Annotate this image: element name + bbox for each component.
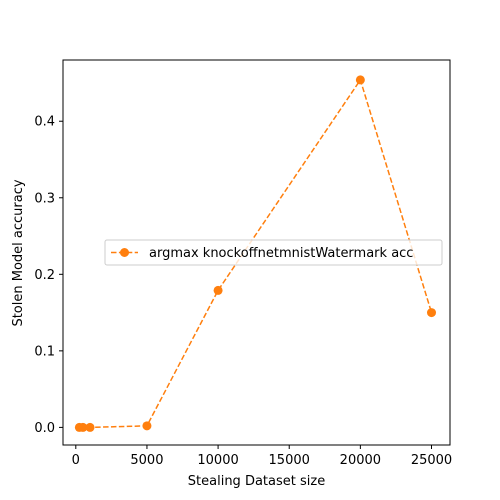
axes-layer: [62, 59, 451, 446]
y-axis-label: Stolen Model accuracy: [11, 179, 26, 326]
x-tick-label: 0: [72, 453, 80, 468]
y-tick-label: 0.0: [34, 421, 55, 436]
data-point: [85, 422, 95, 432]
x-axis-label: Stealing Dataset size: [188, 474, 325, 489]
legend-entry-label: argmax knockoffnetmnistWatermark acc: [149, 246, 413, 261]
x-tick-label: 10000: [197, 453, 238, 468]
legend: argmax knockoffnetmnistWatermark acc: [104, 239, 443, 266]
x-tick-label: 5000: [130, 453, 163, 468]
legend-marker-sample: [120, 248, 129, 257]
data-point: [355, 75, 365, 85]
data-point: [427, 308, 437, 318]
plot-frame: [62, 59, 451, 446]
data-point: [142, 421, 152, 431]
y-tick-label: 0.4: [34, 115, 55, 130]
legend-box: [104, 239, 443, 266]
y-tick-label: 0.1: [34, 344, 55, 359]
data-point: [78, 422, 88, 432]
y-tick-label: 0.2: [34, 268, 55, 283]
x-tick-label: 25000: [411, 453, 452, 468]
x-tick-label: 15000: [269, 453, 310, 468]
series-layer: [74, 75, 437, 432]
x-tick-label: 20000: [340, 453, 381, 468]
ticks-layer: 0 5000 10000 15000 20000 25000 0.0 0.1 0.2 0.3 0.4: [34, 115, 452, 468]
y-tick-label: 0.3: [34, 191, 55, 206]
data-point: [213, 285, 223, 295]
series-group: [74, 75, 437, 432]
